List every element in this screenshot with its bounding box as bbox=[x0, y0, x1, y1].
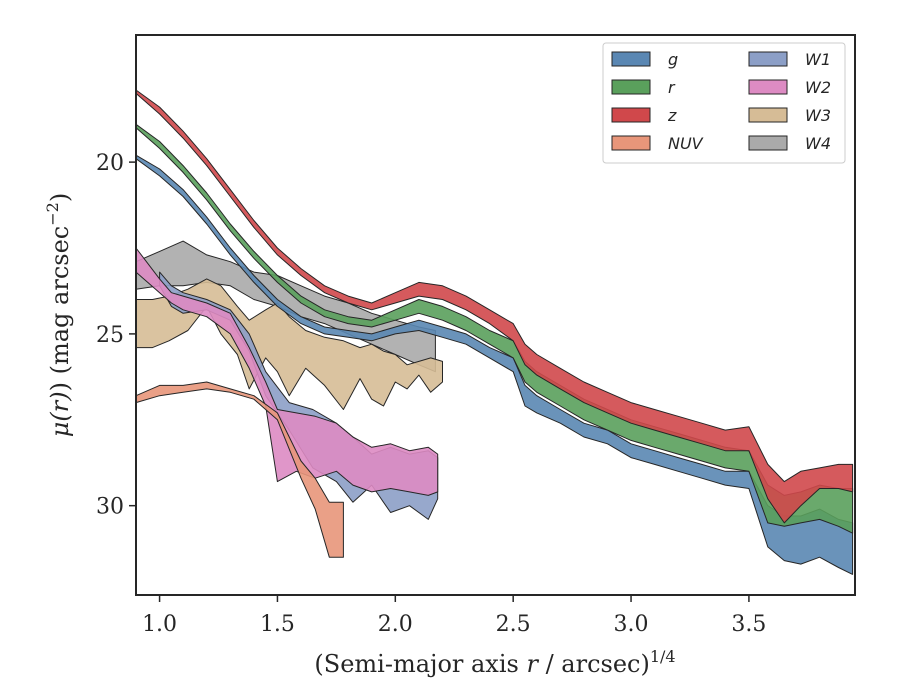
x-tick-label: 3.5 bbox=[731, 612, 766, 637]
y-tick-label: 25 bbox=[96, 323, 124, 348]
legend-swatch-w4 bbox=[748, 135, 788, 151]
band-nuv bbox=[135, 381, 344, 558]
band-w2 bbox=[135, 247, 439, 496]
legend-swatch-w3 bbox=[748, 107, 788, 123]
legend-swatch-w1 bbox=[748, 51, 788, 67]
x-tick-label: 3.0 bbox=[614, 612, 649, 637]
band-g bbox=[135, 154, 854, 575]
plot-frame bbox=[135, 34, 856, 596]
y-tick-label: 30 bbox=[96, 495, 124, 520]
legend-swatch-z bbox=[611, 107, 651, 123]
legend-label-w1: W1 bbox=[805, 50, 831, 69]
legend: grz NUV W1 W2 W3 W4 bbox=[602, 42, 846, 164]
data-bands bbox=[135, 89, 854, 575]
x-tick-label: 2.5 bbox=[496, 612, 531, 637]
legend-label-nuv: NUV bbox=[668, 134, 704, 153]
band-z bbox=[135, 89, 854, 524]
legend-swatch-nuv bbox=[611, 135, 651, 151]
legend-swatch-w2 bbox=[748, 79, 788, 95]
legend-label-w2: W2 bbox=[805, 78, 831, 97]
legend-label-z: z bbox=[667, 106, 677, 125]
x-tick-label: 1.0 bbox=[142, 612, 177, 637]
legend-label-r: r bbox=[668, 78, 676, 97]
y-axis-label: μ(r)) (mag arcsec−2) bbox=[43, 193, 74, 437]
y-ticks: 20 25 30 bbox=[96, 151, 136, 520]
band-r bbox=[135, 123, 854, 534]
x-tick-label: 2.0 bbox=[378, 612, 413, 637]
legend-label-g: g bbox=[668, 50, 678, 69]
y-tick-label: 20 bbox=[96, 151, 124, 176]
x-ticks: 1.0 1.5 2.0 2.5 3.0 3.5 bbox=[142, 595, 766, 637]
legend-label-w3: W3 bbox=[805, 106, 831, 125]
x-axis-label: (Semi-major axis r / arcsec)1/4 bbox=[314, 647, 675, 678]
legend-label-w4: W4 bbox=[805, 134, 831, 153]
legend-box bbox=[602, 42, 846, 164]
legend-swatch-g bbox=[611, 51, 651, 67]
x-tick-label: 1.5 bbox=[260, 612, 295, 637]
legend-swatch-r bbox=[611, 79, 651, 95]
